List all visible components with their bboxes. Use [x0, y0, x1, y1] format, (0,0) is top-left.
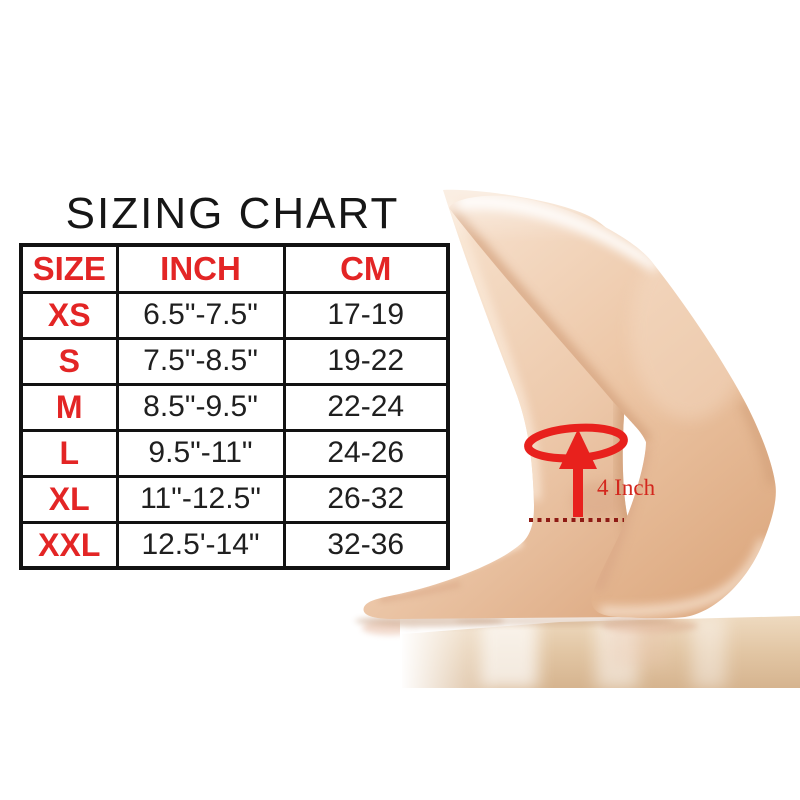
size-cell: XXL: [19, 520, 119, 570]
cm-cell: 19-22: [282, 336, 450, 386]
size-cell: L: [19, 428, 119, 478]
table-row: XS 6.5"-7.5" 17-19: [19, 290, 450, 340]
table-row: XXL 12.5'-14" 32-36: [19, 520, 450, 570]
size-cell: M: [19, 382, 119, 432]
up-arrow-icon: [559, 429, 597, 517]
size-cell: XL: [19, 474, 119, 524]
cm-cell: 24-26: [282, 428, 450, 478]
page-title: SIZING CHART: [65, 189, 400, 238]
inch-cell: 6.5"-7.5": [115, 290, 286, 340]
foot-shadow: [455, 616, 675, 626]
photo-top-fade: [300, 0, 800, 242]
cm-cell: 22-24: [282, 382, 450, 432]
cm-cell: 26-32: [282, 474, 450, 524]
table-row: S 7.5"-8.5" 19-22: [19, 336, 450, 386]
inch-cell: 8.5"-9.5": [115, 382, 286, 432]
table-row: L 9.5"-11" 24-26: [19, 428, 450, 478]
inch-cell: 9.5"-11": [115, 428, 286, 478]
table-row: M 8.5"-9.5" 22-24: [19, 382, 450, 432]
inch-cell: 12.5'-14": [115, 520, 286, 570]
measurement-annotation: [524, 423, 628, 522]
inch-cell: 11"-12.5": [115, 474, 286, 524]
inch-cell: 7.5"-8.5": [115, 336, 286, 386]
size-cell: XS: [19, 290, 119, 340]
header-cell-inch: INCH: [115, 243, 286, 294]
size-cell: S: [19, 336, 119, 386]
measurement-label: 4 Inch: [597, 475, 656, 500]
header-cell-cm: CM: [282, 243, 450, 294]
cm-cell: 32-36: [282, 520, 450, 570]
table-row: XL 11"-12.5" 26-32: [19, 474, 450, 524]
table-header-row: SIZE INCH CM: [19, 243, 450, 294]
header-cell-size: SIZE: [19, 243, 119, 294]
cm-cell: 17-19: [282, 290, 450, 340]
sizing-table: SIZE INCH CM XS 6.5"-7.5" 17-19 S 7.5"-8…: [19, 243, 450, 570]
legs-photo: [300, 0, 800, 690]
